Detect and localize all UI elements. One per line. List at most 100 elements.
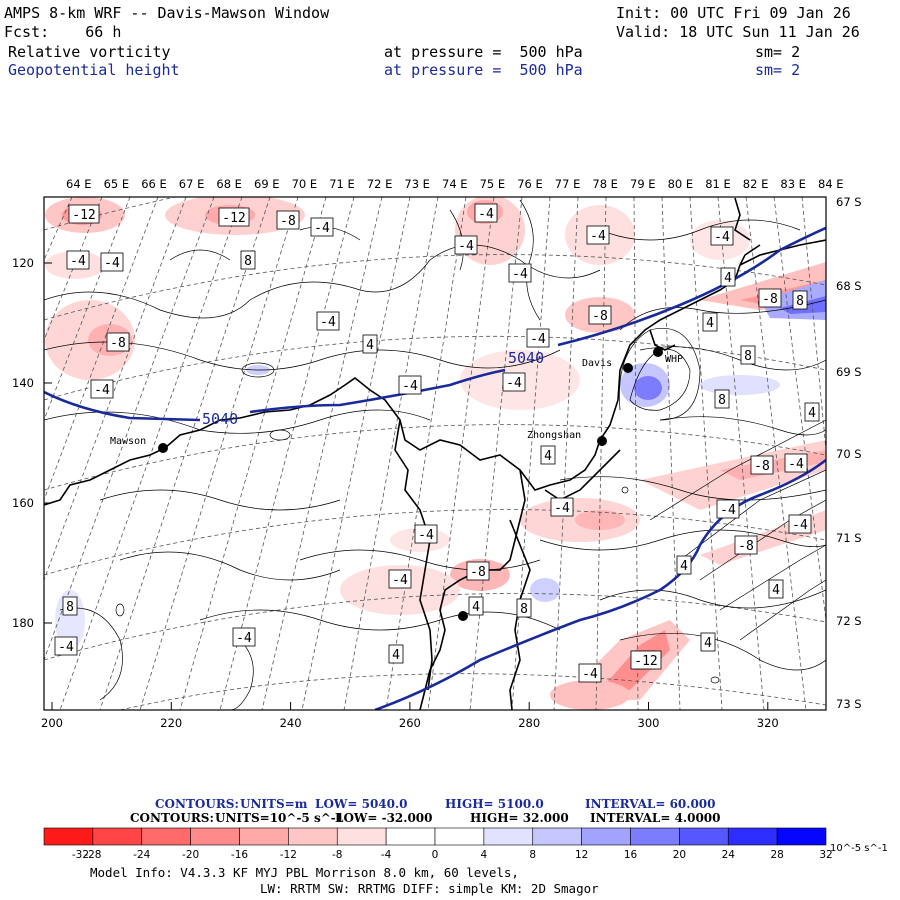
top-lon-label: 75 E [480,177,506,191]
vorticity-label-box [68,204,100,224]
vorticity-label: -4 [70,254,86,269]
bottom-grid-label: 320 [757,716,779,730]
colorbar-tick-label: -32 [72,849,89,861]
colorbar-tick-label: 24 [722,849,736,861]
vorticity-label: 4 [366,338,374,353]
vorticity-label-box [502,372,526,392]
vorticity-label-box [758,288,782,308]
colorbar-tick-label: -8 [332,849,342,861]
vorticity-label-box [414,524,438,544]
top-lon-label: 80 E [668,177,694,191]
plot-frame [43,196,827,711]
left-grid-label: 140 [12,376,34,390]
top-lon-label: 64 E [66,177,92,191]
vorticity-label: -4 [788,457,804,472]
vorticity-label-box [550,497,574,517]
colorbar-tick-label: -24 [133,849,150,861]
colorbar-swatch [434,827,485,846]
vorticity-label-box [66,250,90,270]
vorticity-label-box [588,305,612,325]
left-grid-label: 180 [12,616,34,630]
init-time: Init: 00 UTC Fri 09 Jan 26 [616,4,851,22]
vorticity-label: 4 [706,316,714,331]
vorticity-label: -4 [512,267,528,282]
top-lon-label: 68 E [216,177,242,191]
colorbar-tick-label: 20 [673,849,686,861]
contours2-low: LOW= -32.000 [335,811,433,825]
vorticity-label-box [788,514,812,534]
colorbar-swatch [141,827,191,846]
vorticity-label-box [454,235,478,255]
stations: Mawson Davis WHP Zhongshan [110,347,683,621]
top-lon-label: 76 E [517,177,543,191]
vorticity-contours [44,199,826,710]
vorticity-label-box [474,203,498,223]
top-lon-label: 71 E [329,177,355,191]
height-label: 5040 [508,349,544,367]
top-lon-label: 72 E [367,177,393,191]
vorticity-label: 4 [808,406,816,421]
bottom-grid-label: 260 [399,716,421,730]
station-marker [458,611,468,621]
colorbar-tick-label: -28 [84,849,101,861]
vorticity-label: -4 [104,256,120,271]
vorticity-label: -4 [58,640,74,655]
vorticity-label-box [720,267,736,287]
vorticity-label-box [702,312,718,332]
colorbar-unit: 10^-5 s^-1 [830,843,888,854]
vorticity-label: 4 [544,449,552,464]
top-lon-label: 70 E [292,177,318,191]
bottom-grid-label: 280 [518,716,540,730]
colorbar-tick-label: -12 [280,849,297,861]
vorticity-label: -4 [314,221,330,236]
zhongshan-marker [597,436,607,446]
vorticity-label-box [710,226,734,246]
top-lon-label: 83 E [780,177,806,191]
vorticity-label-box [630,650,662,670]
vorticity-label-box [466,561,490,581]
vorticity-label-box [62,596,78,616]
vorticity-label-box [700,632,716,652]
contours2-label: CONTOURS: [130,811,214,825]
vorticity-label-box [784,453,808,473]
colorbar-tick-label: 0 [432,849,439,861]
right-lat-label: 69 S [836,365,862,379]
top-lon-label: 67 E [179,177,205,191]
height-contours [44,226,826,710]
contours2-high: HIGH= 32.000 [470,811,569,825]
vorticity-label-box [526,328,550,348]
contours2-interval: INTERVAL= 4.0000 [590,811,721,825]
vorticity-label: -4 [458,239,474,254]
colorbar-swatch [532,827,582,846]
vorticity-label-box [398,375,422,395]
top-lon-label: 79 E [630,177,656,191]
top-lon-label: 65 E [104,177,130,191]
colorbar-swatch [288,827,338,846]
colorbar-tick-label: 8 [529,849,536,861]
colorbar-swatch [483,827,534,846]
model-info: Model Info: V4.3.3 KF MYJ PBL Morrison 8… [90,865,519,880]
left-grid-label: 120 [12,256,34,270]
vorticity-label-box [714,389,730,409]
vorticity-label: 8 [244,254,252,269]
top-lon-label: 81 E [705,177,731,191]
vorticity-label-box [232,627,256,647]
graticule [44,197,826,710]
vorticity-label: -8 [470,565,486,580]
vorticity-label: 4 [704,636,712,651]
field2-name: Geopotential height [8,61,180,79]
top-lon-label: 82 E [743,177,769,191]
colorbar-tick-label: -20 [182,849,199,861]
vorticity-label: 8 [718,393,726,408]
colorbar-swatch [385,827,436,846]
vorticity-label-box [90,379,114,399]
right-lat-label: 68 S [836,279,862,293]
vorticity-label: -8 [738,539,754,554]
right-lat-label: 67 S [836,195,862,209]
colorbar-tick-label: -16 [231,849,248,861]
vorticity-label: -4 [714,230,730,245]
colorbar-swatch [581,827,631,846]
vorticity-label-box [734,535,758,555]
bottom-grid-label: 240 [280,716,302,730]
